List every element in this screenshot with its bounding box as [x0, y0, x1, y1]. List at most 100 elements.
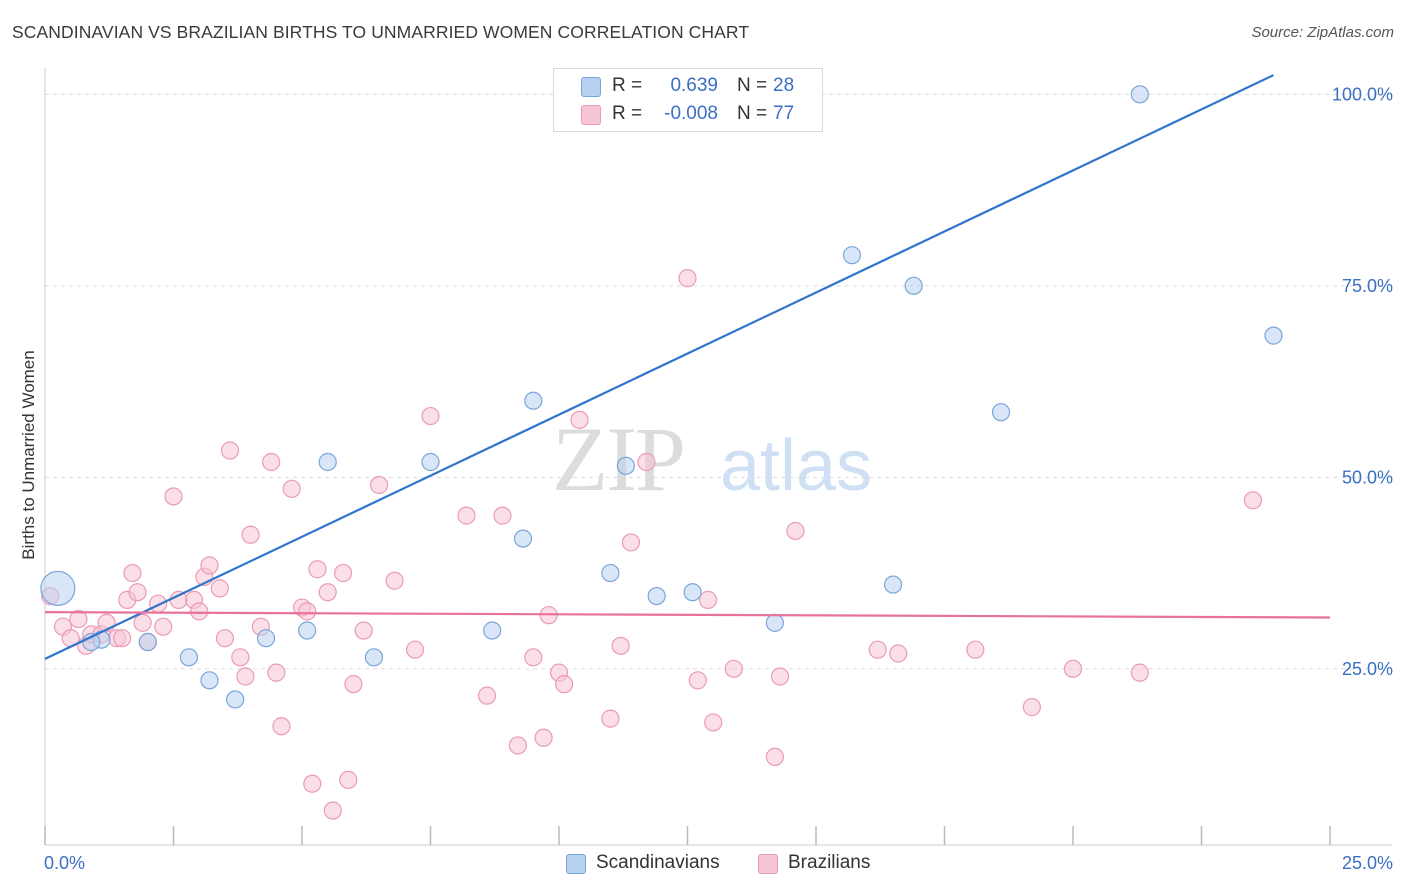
brazilians-point: [637, 452, 656, 472]
correlation-legend: R = 0.639 N = 28 R = -0.008 N = 77: [553, 68, 823, 132]
scandinavians-point: [364, 648, 384, 667]
brazilians-point: [154, 617, 173, 636]
brazilians-point: [123, 563, 142, 583]
legend-r-label: R =: [612, 103, 643, 124]
brazilians-point: [215, 629, 234, 648]
brazilians-point: [303, 774, 322, 793]
scandinavians-point: [179, 648, 199, 667]
legend-r-value: -0.008: [664, 103, 718, 124]
brazilians-point: [966, 640, 985, 659]
brazilians-point: [385, 571, 404, 590]
watermark-atlas: atlas: [720, 426, 872, 506]
scandinavians-point: [226, 690, 245, 709]
brazilians-point: [308, 560, 327, 579]
legend-row-scandinavians: R = 0.639 N = 28: [554, 72, 822, 100]
scandinavians-point: [647, 586, 666, 606]
y-axis-label: Births to Unmarried Women: [19, 350, 38, 559]
scandinavians-point: [483, 621, 502, 640]
brazilians-trend-line: [44, 611, 1331, 619]
brazilians-point: [169, 590, 188, 609]
brazilians-point: [354, 621, 373, 640]
legend-label: Scandinavians: [596, 852, 720, 873]
brazilians-point: [1243, 491, 1263, 510]
scandinavians-trend-line: [44, 74, 1274, 660]
x-tick-label: 25.0%: [1342, 853, 1393, 873]
scandinavians-point: [883, 575, 903, 594]
legend-r-label: R =: [612, 75, 643, 96]
brazilians-point: [128, 583, 147, 602]
brazilians-point: [601, 709, 620, 728]
scandinavians-point: [298, 621, 317, 640]
brazilians-point: [704, 713, 723, 732]
legend-swatch-pink: [758, 854, 778, 874]
brazilians-point: [611, 636, 630, 655]
brazilians-point: [1063, 659, 1083, 678]
brazilians-point: [508, 736, 527, 755]
brazilians-point: [421, 406, 440, 426]
brazilians-point: [724, 659, 743, 678]
scandinavians-point: [200, 671, 219, 690]
brazilians-point: [770, 667, 790, 686]
brazilians-point: [457, 506, 476, 525]
scandinavians-point: [616, 456, 635, 475]
legend-swatch-blue: [566, 854, 586, 874]
brazilians-point: [200, 556, 219, 575]
brazilians-point: [405, 640, 425, 659]
brazilians-point: [231, 648, 250, 667]
brazilians-point: [688, 671, 707, 690]
brazilians-point: [698, 590, 718, 609]
brazilians-point: [621, 533, 641, 552]
brazilians-point: [241, 525, 260, 544]
legend-label: Brazilians: [788, 852, 871, 873]
brazilians-point: [344, 675, 363, 694]
brazilians-point: [1022, 698, 1041, 717]
brazilians-point: [570, 410, 589, 429]
scandinavians-point: [601, 563, 620, 583]
brazilians-points: [41, 269, 1263, 820]
brazilians-point: [534, 728, 553, 747]
legend-row-brazilians: R = -0.008 N = 77: [554, 100, 822, 128]
scandinavians-point: [1130, 85, 1149, 104]
legend-swatch-pink: [581, 105, 601, 125]
brazilians-point: [868, 640, 887, 659]
series-legend: Scandinavians Brazilians: [0, 852, 1406, 876]
scandinavians-point: [991, 403, 1011, 422]
brazilians-point: [334, 563, 353, 583]
legend-n-label: N =: [737, 75, 768, 96]
brazilians-point: [190, 602, 209, 621]
brazilians-point: [133, 613, 152, 632]
brazilians-point: [678, 269, 697, 288]
scandinavians-point: [1264, 326, 1283, 345]
brazilians-point: [236, 667, 255, 686]
brazilians-point: [889, 644, 908, 663]
brazilians-point: [765, 747, 784, 767]
trend-lines: [44, 74, 1331, 660]
legend-swatch-blue: [581, 77, 601, 97]
brazilians-point: [339, 770, 358, 789]
scandinavians-point: [683, 583, 702, 602]
brazilians-point: [69, 609, 88, 629]
scandinavians-point: [513, 529, 533, 548]
brazilians-point: [148, 594, 168, 613]
brazilians-point: [282, 479, 301, 498]
scandinavians-point: [318, 452, 337, 472]
brazilians-point: [493, 506, 512, 525]
scandinavians-point: [765, 613, 784, 632]
scandinavians-point: [524, 391, 543, 410]
legend-n-value: 77: [773, 103, 795, 124]
brazilians-point: [555, 675, 574, 694]
brazilians-point: [524, 648, 543, 667]
grid-layer: [45, 93, 1392, 670]
y-tick-label: 75.0%: [1342, 276, 1393, 296]
y-tick-label: 100.0%: [1332, 84, 1393, 104]
scandinavians-point: [256, 629, 276, 648]
brazilians-point: [323, 801, 342, 820]
legend-n-label: N =: [737, 103, 768, 124]
scandinavians-points: [40, 85, 1283, 709]
x-tick-label: 0.0%: [44, 853, 85, 873]
brazilians-point: [298, 602, 317, 621]
brazilians-point: [112, 629, 132, 648]
brazilians-point: [1130, 663, 1149, 682]
chart-title: SCANDINAVIAN VS BRAZILIAN BIRTHS TO UNMA…: [12, 22, 750, 42]
